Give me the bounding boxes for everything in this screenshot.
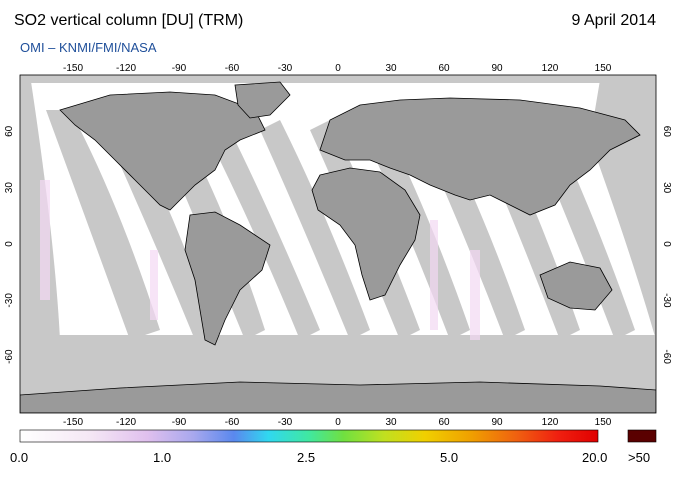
lon-tick-label: -90 bbox=[172, 63, 187, 74]
australia bbox=[539, 261, 613, 311]
map-date: 9 April 2014 bbox=[571, 12, 656, 29]
south-america bbox=[184, 211, 271, 346]
lat-tick-label: 60 bbox=[4, 125, 15, 137]
lon-tick-label: -120 bbox=[116, 417, 136, 428]
lat-ticks-right: 60 30 0 -30 -60 bbox=[661, 126, 672, 365]
antarctica bbox=[20, 381, 656, 413]
map-body bbox=[20, 75, 656, 413]
lon-ticks-top: -150 -120 -90 -60 -30 0 30 60 90 120 150 bbox=[63, 63, 612, 74]
lon-tick-label: -30 bbox=[278, 63, 293, 74]
lon-tick-label: -60 bbox=[225, 417, 240, 428]
colorbar-label: 1.0 bbox=[153, 450, 172, 465]
colorbar-label: 2.5 bbox=[297, 450, 316, 465]
europe-asia bbox=[319, 97, 641, 216]
lat-tick-label: -60 bbox=[661, 349, 672, 364]
lon-tick-label: 150 bbox=[595, 63, 612, 74]
lon-tick-label: -60 bbox=[225, 63, 240, 74]
map-title: SO2 vertical column [DU] (TRM) bbox=[14, 12, 244, 29]
lon-tick-label: -150 bbox=[63, 63, 83, 74]
lon-tick-label: 60 bbox=[438, 417, 450, 428]
lon-tick-label: 90 bbox=[491, 417, 503, 428]
land-masses bbox=[20, 81, 656, 413]
lon-tick-label: -90 bbox=[172, 417, 187, 428]
lon-tick-label: 120 bbox=[542, 63, 559, 74]
lon-tick-label: -120 bbox=[116, 63, 136, 74]
lat-tick-label: 0 bbox=[661, 241, 672, 247]
lon-tick-label: -30 bbox=[278, 417, 293, 428]
north-america bbox=[59, 91, 266, 211]
lon-tick-label: 120 bbox=[542, 417, 559, 428]
africa bbox=[311, 167, 421, 301]
data-source: OMI – KNMI/FMI/NASA bbox=[20, 40, 157, 55]
low-so2-noise bbox=[40, 180, 480, 340]
lon-ticks-bottom: -150 -120 -90 -60 -30 0 30 60 90 120 150 bbox=[63, 417, 612, 428]
colorbar-label: 0.0 bbox=[10, 450, 29, 465]
colorbar-overflow-label: >50 bbox=[628, 450, 651, 465]
lon-tick-label: 150 bbox=[595, 417, 612, 428]
lat-tick-label: 60 bbox=[661, 126, 672, 138]
lon-tick-label: 30 bbox=[385, 63, 397, 74]
lat-tick-label: 30 bbox=[661, 182, 672, 194]
colorbar bbox=[19, 429, 599, 443]
lon-tick-label: 30 bbox=[385, 417, 397, 428]
lat-tick-label: 0 bbox=[4, 241, 15, 247]
lon-tick-label: -150 bbox=[63, 417, 83, 428]
colorbar-label: 5.0 bbox=[440, 450, 459, 465]
map-frame bbox=[19, 74, 657, 414]
lon-tick-label: 60 bbox=[438, 63, 450, 74]
lon-tick-label: 90 bbox=[491, 63, 503, 74]
lon-tick-label: 0 bbox=[335, 417, 341, 428]
colorbar-label: 20.0 bbox=[582, 450, 608, 465]
greenland bbox=[234, 81, 291, 119]
lon-tick-label: 0 bbox=[335, 63, 341, 74]
lat-tick-label: -30 bbox=[4, 293, 15, 308]
orbit-gap-swaths bbox=[20, 75, 656, 413]
lat-tick-label: -60 bbox=[4, 349, 15, 364]
colorbar-overflow-box bbox=[627, 429, 657, 443]
lat-tick-label: -30 bbox=[661, 293, 672, 308]
lat-ticks-left: 60 30 0 -30 -60 bbox=[4, 125, 15, 364]
lat-tick-label: 30 bbox=[4, 182, 15, 194]
